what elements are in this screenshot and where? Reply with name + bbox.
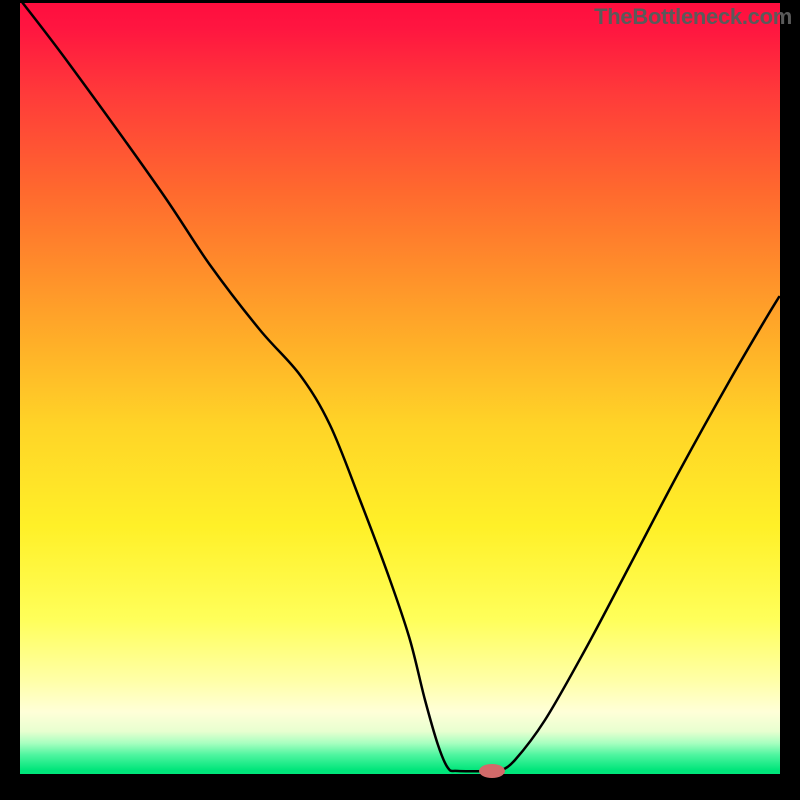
optimal-marker — [479, 764, 505, 778]
gradient-background — [20, 0, 780, 774]
frame-right — [780, 0, 800, 800]
watermark-text: TheBottleneck.com — [594, 4, 792, 30]
frame-bottom — [0, 774, 800, 800]
bottleneck-chart — [0, 0, 800, 800]
frame-left — [0, 0, 20, 800]
chart-container: TheBottleneck.com — [0, 0, 800, 800]
